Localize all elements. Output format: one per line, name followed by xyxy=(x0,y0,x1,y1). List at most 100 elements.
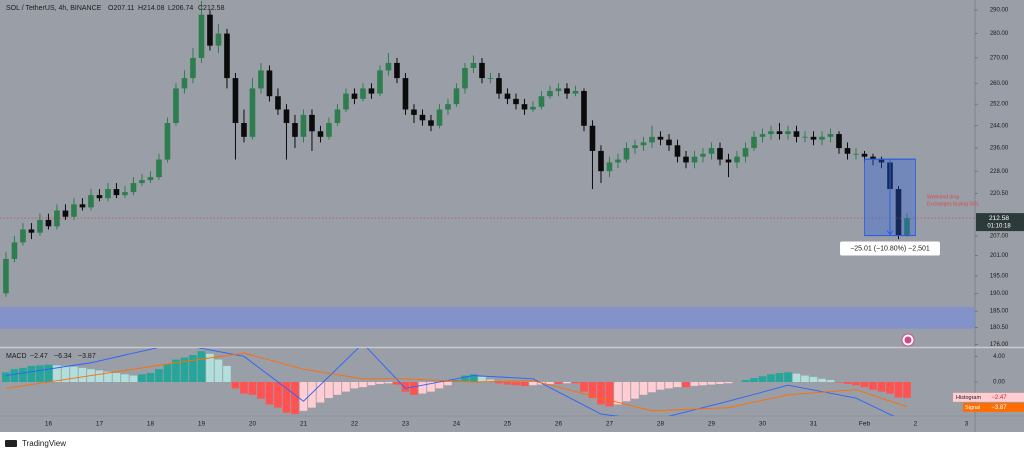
candle-body xyxy=(802,136,808,138)
macd-histogram-bar xyxy=(546,382,554,384)
macd-histogram-bar xyxy=(741,380,750,382)
macd-histogram-bar xyxy=(316,382,325,403)
macd-histogram-bar xyxy=(877,382,886,392)
candle-body xyxy=(428,120,434,126)
macd-histogram-bar xyxy=(138,374,146,382)
y-tick-label: 190.00 xyxy=(990,291,1009,297)
candle-body xyxy=(334,109,341,124)
macd-histogram-bar xyxy=(631,382,639,399)
support-zone xyxy=(0,306,975,329)
x-tick-label: 21 xyxy=(300,421,308,428)
countdown-label: 01:10:18 xyxy=(987,224,1011,230)
brand-logo[interactable]: TradingView xyxy=(5,439,66,448)
macd-legend-signal: −3.87 xyxy=(78,353,96,360)
y-tick-label: 252.00 xyxy=(990,102,1009,108)
candle-body xyxy=(326,123,332,137)
candle-body xyxy=(71,204,77,217)
macd-histogram-bar xyxy=(27,365,36,382)
axes: 290.00280.00270.00260.00252.00244.00236.… xyxy=(45,8,1024,428)
candle-body xyxy=(377,70,383,94)
candle-body xyxy=(555,88,562,91)
candle-body xyxy=(181,78,188,89)
candle-body xyxy=(249,88,256,137)
macd-histogram-bar xyxy=(291,382,299,415)
macd-histogram-bar xyxy=(894,382,903,398)
candle-body xyxy=(895,189,902,236)
candle-body xyxy=(147,177,154,181)
candle-body xyxy=(300,114,307,137)
macd-histogram-bar xyxy=(95,370,104,382)
macd-histogram-bar xyxy=(792,373,801,382)
candle-body xyxy=(691,156,698,163)
macd-histogram-bar xyxy=(2,372,10,382)
candle-body xyxy=(394,62,400,79)
macd-histogram-bar xyxy=(112,373,121,382)
macd-histogram-bar xyxy=(886,382,894,394)
macd-histogram-bar xyxy=(469,374,478,382)
macd-histogram-bar xyxy=(767,374,775,382)
macd-histogram-bar xyxy=(750,378,758,382)
y-tick-label: 244.00 xyxy=(990,123,1009,129)
alert-icon[interactable] xyxy=(901,333,915,347)
macd-histogram-bar xyxy=(350,382,359,389)
macd-histogram-bar xyxy=(826,380,835,382)
macd-histogram-bar xyxy=(53,365,61,382)
candle-body xyxy=(734,156,740,163)
candle-body xyxy=(564,88,570,94)
candle-body xyxy=(666,139,672,146)
annotation: Exchanges buying SOL xyxy=(927,201,979,207)
candle-body xyxy=(853,153,859,155)
macd-histogram-bar xyxy=(240,382,248,394)
macd-histogram-bar xyxy=(801,375,809,382)
macd-histogram-bar xyxy=(503,382,512,385)
hist-label-value: −2.47 xyxy=(991,395,1007,401)
candle-body xyxy=(411,109,417,115)
candle-body xyxy=(598,150,604,172)
macd-histogram-bar xyxy=(418,382,427,394)
candle-body xyxy=(836,134,842,149)
candle-body xyxy=(674,145,681,157)
macd-line xyxy=(5,352,908,412)
candle-body xyxy=(708,148,715,154)
x-tick-label: 20 xyxy=(249,421,257,428)
x-tick-label: 3 xyxy=(965,421,969,428)
candle-body xyxy=(470,62,477,68)
x-tick-label: 25 xyxy=(504,421,512,428)
candle-body xyxy=(581,90,587,126)
x-tick-label: 18 xyxy=(147,421,155,428)
candle-body xyxy=(827,134,834,137)
candle-body xyxy=(496,78,502,94)
macd-histogram-bar xyxy=(656,382,665,390)
candle-body xyxy=(122,192,128,196)
macd-histogram-bar xyxy=(19,367,27,382)
candle-body xyxy=(11,242,18,259)
candle-body xyxy=(190,57,196,79)
candle-body xyxy=(292,123,298,137)
candle-body xyxy=(343,93,349,110)
macd-histogram-bar xyxy=(716,382,724,384)
x-tick-label: 24 xyxy=(453,421,461,428)
candle-body xyxy=(173,88,179,124)
macd-histogram-bar xyxy=(359,382,367,388)
x-tick-label: 23 xyxy=(402,421,410,428)
macd-histogram-bar xyxy=(860,382,869,388)
measure-label: −25.01 (−10.80%) −2,501 xyxy=(850,245,930,252)
macd-histogram-bar xyxy=(673,382,682,388)
candle-body xyxy=(309,114,315,132)
candle-body xyxy=(649,136,655,143)
macd-histogram-bar xyxy=(869,382,877,390)
macd-histogram-bar xyxy=(580,382,588,392)
macd-histogram-bar xyxy=(435,382,444,389)
macd-histogram-bar xyxy=(189,355,197,382)
macd-histogram-bar xyxy=(571,382,580,384)
y-tick-label: 201.00 xyxy=(990,253,1009,259)
macd-histogram-bar xyxy=(707,382,716,385)
x-tick-label: 31 xyxy=(810,421,818,428)
macd-histogram-bar xyxy=(333,382,342,395)
macd-histogram-bar xyxy=(486,379,495,382)
y-tick-label: 176.00 xyxy=(990,342,1009,348)
candle-body xyxy=(606,162,613,172)
candle-body xyxy=(368,88,375,94)
candle-body xyxy=(283,109,290,124)
